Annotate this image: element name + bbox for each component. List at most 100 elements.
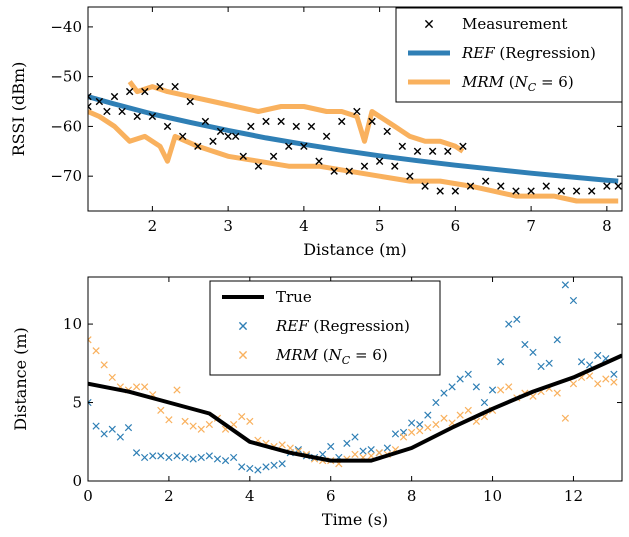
legend-label: MRM (NC = 6)	[461, 73, 574, 94]
data-point-ref	[141, 453, 149, 462]
data-point-measurement	[375, 157, 384, 165]
data-point-mrm	[440, 414, 448, 422]
data-point-measurement	[406, 172, 414, 180]
data-point-ref	[432, 398, 440, 407]
legend-entry-ref: REF (Regression)	[408, 44, 596, 62]
legend-label-part: (Regression)	[495, 44, 596, 62]
data-point-ref	[294, 445, 302, 454]
x-tick-label: 6	[451, 217, 461, 235]
data-point-measurement	[368, 117, 376, 126]
legend-math-sub: C	[342, 354, 351, 367]
data-point-ref	[351, 433, 359, 441]
data-point-ref	[181, 453, 189, 462]
data-point-ref	[505, 320, 513, 328]
legend-label-part: (Regression)	[309, 317, 410, 335]
data-point-mrm	[157, 406, 165, 415]
data-point-measurement	[542, 182, 550, 190]
data-point-ref	[343, 439, 351, 447]
y-tick-label: 0	[72, 472, 82, 490]
plot-series	[88, 80, 622, 204]
data-point-ref	[246, 464, 254, 473]
data-point-ref	[189, 455, 197, 463]
data-point-mrm	[197, 425, 205, 433]
series-line-true-0	[88, 353, 622, 463]
data-point-ref	[124, 424, 133, 432]
data-point-ref	[545, 359, 553, 367]
x-tick-label: 5	[375, 217, 385, 235]
data-point-mrm	[569, 380, 578, 388]
series-mrm	[88, 336, 618, 468]
data-point-ref	[424, 411, 432, 419]
data-point-ref	[213, 455, 222, 463]
data-point-ref	[149, 452, 157, 460]
data-point-ref	[116, 433, 124, 441]
series-line-ref-0	[88, 94, 619, 184]
x-tick-label: 2	[164, 487, 174, 505]
series-mrm	[88, 80, 619, 204]
x-tick-label: 8	[407, 487, 417, 505]
data-point-measurement	[262, 117, 270, 126]
x-tick-label: 4	[245, 487, 255, 505]
data-point-mrm	[416, 427, 424, 435]
legend-italic-part: MRM	[275, 346, 319, 364]
legend-math-var: N	[328, 346, 343, 364]
y-tick-label: 5	[72, 394, 82, 412]
data-point-ref	[92, 422, 100, 430]
data-point-ref	[327, 442, 335, 451]
data-point-measurement	[232, 132, 240, 141]
data-point-ref	[472, 383, 480, 391]
data-point-mrm	[424, 424, 432, 432]
x-tick-label: 12	[564, 487, 583, 505]
data-point-ref	[456, 375, 464, 383]
data-point-ref	[319, 450, 327, 458]
data-point-measurement	[322, 132, 331, 141]
data-point-measurement	[292, 122, 300, 131]
y-tick-label: −40	[50, 18, 82, 36]
data-point-ref	[173, 452, 181, 460]
data-point-measurement	[413, 147, 422, 155]
data-point-ref	[497, 358, 505, 366]
x-tick-label: 2	[148, 217, 158, 235]
data-point-ref	[132, 449, 141, 457]
legend-label-part: True	[276, 288, 312, 306]
y-tick-label: −50	[50, 68, 82, 86]
data-point-mrm	[464, 406, 472, 415]
data-point-ref	[205, 452, 213, 460]
data-point-measurement	[224, 132, 232, 141]
data-point-measurement	[239, 152, 247, 160]
data-point-ref	[577, 358, 586, 366]
data-point-ref	[230, 453, 238, 462]
data-point-mrm	[594, 380, 602, 388]
data-point-ref	[100, 430, 108, 438]
legend-entry-ref: REF (Regression)	[238, 317, 410, 335]
data-point-ref	[464, 370, 472, 378]
x-tick-label: 4	[299, 217, 309, 235]
data-point-measurement	[216, 127, 225, 136]
data-point-ref	[165, 453, 173, 462]
data-point-mrm	[100, 361, 108, 369]
data-point-measurement	[572, 187, 581, 195]
data-point-ref	[610, 370, 618, 378]
y-tick-label: −60	[50, 117, 82, 135]
data-point-measurement	[444, 147, 452, 155]
series-ref	[88, 281, 618, 474]
legend-label: MRM (NC = 6)	[275, 346, 388, 367]
y-tick-label: 10	[63, 315, 82, 333]
series-line-mrm-0	[127, 80, 465, 154]
legend-label: REF (Regression)	[461, 44, 596, 62]
data-point-measurement	[383, 127, 391, 136]
data-point-measurement	[133, 112, 141, 121]
plot-frame	[87, 6, 623, 212]
data-point-mrm	[553, 389, 561, 397]
data-point-ref	[391, 430, 400, 438]
data-point-measurement	[421, 182, 429, 190]
legend-swatch-marker	[238, 350, 248, 360]
data-point-ref	[561, 281, 569, 289]
data-point-measurement	[428, 147, 437, 155]
legend-math-rest: = 6)	[536, 73, 574, 91]
data-point-mrm	[610, 378, 618, 386]
data-point-measurement	[330, 167, 338, 175]
data-point-ref	[594, 351, 602, 360]
data-point-ref	[238, 463, 246, 471]
